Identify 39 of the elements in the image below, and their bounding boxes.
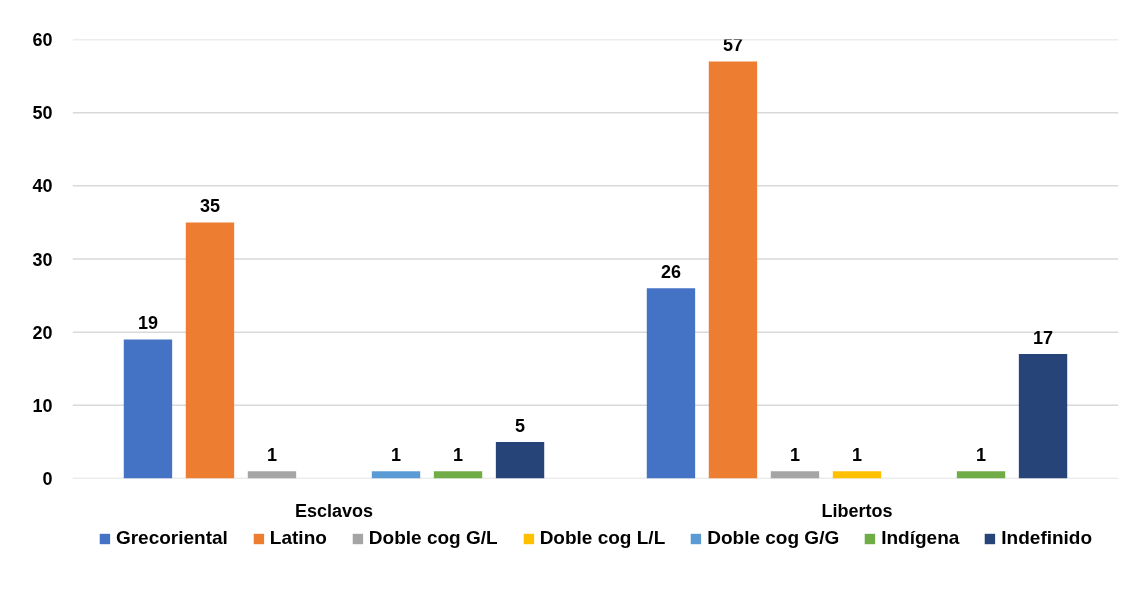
data-label: 1	[976, 445, 987, 466]
data-label: 5	[515, 415, 526, 436]
y-tick-label: 40	[32, 176, 53, 197]
y-tick-label: 30	[32, 249, 53, 270]
bar	[433, 471, 483, 479]
legend-label: Doble cog G/G	[707, 527, 840, 549]
legend-label: Grecoriental	[115, 527, 228, 549]
data-label: 1	[453, 445, 464, 466]
data-label: 1	[789, 445, 800, 466]
data-label: 19	[137, 313, 158, 334]
bar	[832, 471, 882, 479]
y-tick-label: 20	[32, 322, 53, 343]
bar	[123, 339, 173, 479]
x-tick-label: Esclavos	[294, 500, 374, 521]
bar	[247, 471, 297, 479]
y-tick-label: 60	[32, 30, 53, 50]
bar	[646, 288, 696, 479]
data-label: 26	[660, 262, 681, 283]
bar	[956, 471, 1006, 479]
legend-label: Indígena	[881, 527, 960, 549]
legend-label: Doble cog L/L	[539, 527, 666, 549]
legend-label: Indefinido	[1001, 527, 1093, 549]
bar	[1018, 354, 1068, 479]
data-label: 1	[266, 445, 277, 466]
data-label: 35	[199, 196, 220, 217]
legend-label: Latino	[269, 527, 327, 549]
y-tick-label: 10	[32, 395, 53, 416]
data-label: 17	[1033, 328, 1054, 349]
y-tick-label: 50	[32, 103, 53, 124]
bar	[495, 441, 545, 479]
legend-label: Doble cog G/L	[368, 527, 498, 549]
data-label: 1	[851, 445, 863, 466]
bar	[371, 471, 421, 479]
bar	[185, 222, 235, 479]
y-tick-label: 0	[42, 469, 53, 489]
data-label: 1	[391, 445, 402, 466]
bar	[770, 471, 820, 479]
x-tick-label: Libertos	[821, 500, 893, 521]
bar	[708, 61, 758, 479]
